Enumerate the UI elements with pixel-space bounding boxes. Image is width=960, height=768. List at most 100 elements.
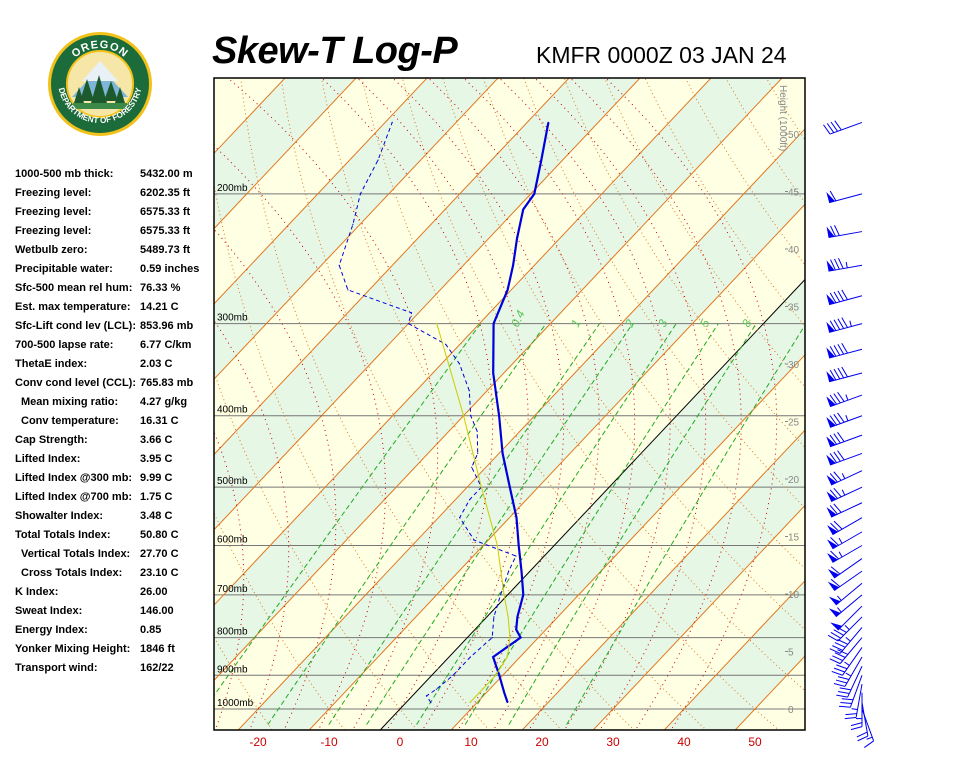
mixing-ratio-label: 0.4 (508, 308, 528, 329)
index-value: 5432.00 m (140, 168, 193, 180)
wind-barb-half-feather (845, 394, 849, 401)
wind-barb-pennant (826, 226, 835, 238)
index-label: Freezing level: (15, 206, 92, 218)
index-value: 765.83 mb (140, 377, 194, 389)
index-label: Cap Strength: (15, 434, 88, 446)
dewpoint-point (435, 688, 437, 690)
wind-barb (838, 675, 863, 708)
wind-barb-half-feather (845, 415, 849, 422)
height-tick-label: 5 (788, 648, 794, 659)
wind-barb-pennant (826, 293, 835, 305)
index-label: Mean mixing ratio: (21, 396, 119, 408)
wind-barb-staff (829, 415, 863, 428)
index-label: Lifted Index @700 mb: (15, 491, 133, 503)
temperature-point (507, 701, 509, 704)
isotherm-line (450, 354, 805, 730)
wind-barb-feather (841, 289, 848, 300)
dewpoint-point (473, 539, 475, 541)
wind-barb-staff (832, 517, 863, 536)
wind-barb-pennant (827, 569, 840, 579)
wind-barb-feather (833, 487, 842, 498)
wind-barb-feather (833, 345, 841, 356)
wind-barb-half-feather (844, 625, 850, 631)
dry-adiabat (214, 370, 418, 730)
wind-barb-half-feather (838, 551, 843, 558)
wind-barb-feather (830, 550, 839, 560)
dry-adiabat (240, 78, 563, 730)
temperature-point (516, 616, 519, 618)
wind-barb-staff (828, 264, 863, 272)
wind-barb (826, 289, 863, 306)
index-label: K Index: (15, 586, 59, 598)
dewpoint-point (470, 415, 472, 417)
wind-barb-feather (837, 258, 844, 269)
temperature-tick-label: 10 (464, 735, 478, 749)
wind-barb-feather (836, 664, 848, 670)
wind-barb-feather (850, 726, 863, 731)
wind-barb-feather (832, 645, 843, 651)
wind-barb-feather (839, 687, 852, 691)
temperature-point (492, 372, 494, 374)
wind-barb-feather (837, 676, 850, 680)
isotherm-line (214, 78, 428, 305)
wind-barb-feather (829, 320, 837, 331)
index-label: Yonker Mixing Height: (15, 643, 131, 655)
parcel-point (463, 415, 465, 417)
height-tick-label: 25 (788, 418, 800, 429)
wind-barb-feather (857, 735, 869, 742)
isotherm-band (0, 68, 10, 736)
wind-barb-feather (829, 394, 838, 405)
wind-barb-staff (829, 121, 863, 135)
index-value: 2.03 C (140, 358, 173, 370)
wind-barb (836, 666, 863, 698)
height-tick-label: 50 (788, 130, 800, 141)
dewpoint-point (459, 517, 461, 519)
index-label: Cross Totals Index: (21, 567, 123, 579)
wind-barb (831, 647, 863, 676)
temperature-point (509, 486, 511, 488)
index-label: 1000-500 mb thick: (15, 168, 114, 180)
isotherm-line (214, 78, 499, 380)
wind-barb-feather (823, 124, 831, 135)
height-tick-label: 20 (788, 475, 800, 486)
wind-barb-feather (841, 343, 848, 354)
isotherm-band (214, 78, 805, 730)
wind-barb-feather (837, 432, 845, 442)
wind-barb-feather (833, 319, 841, 330)
dry-adiabat (321, 78, 708, 730)
temperature-point (515, 628, 517, 631)
index-value: 853.96 mb (140, 320, 194, 332)
index-label: Total Totals Index: (15, 529, 111, 541)
wind-barb-feather (832, 655, 843, 662)
dewpoint-point (500, 594, 502, 596)
temperature-point (507, 289, 509, 291)
wind-barb-half-feather (849, 320, 852, 327)
wind-barb (826, 391, 863, 408)
temperature-tick-label: 30 (606, 735, 620, 749)
pressure-label: 600mb (217, 534, 248, 545)
wind-barb-feather (833, 683, 846, 687)
wind-barb-staff (844, 656, 863, 687)
wind-barb-staff (830, 486, 863, 502)
dewpoint-point (508, 570, 510, 572)
index-value: 4.27 g/kg (140, 396, 188, 408)
wind-barb-pennant (826, 192, 835, 203)
dewpoint-point (352, 223, 354, 225)
height-tick-label: 40 (788, 245, 800, 256)
temperature-point (518, 544, 520, 547)
wind-barb-feather (833, 451, 841, 462)
wind-barb-feather (841, 698, 854, 701)
wind-barb (827, 616, 863, 642)
temperature-point (520, 637, 522, 639)
isotherm-line (214, 78, 570, 456)
wind-barb-staff (849, 675, 863, 708)
plot-frame (213, 77, 806, 731)
index-value: 0.85 (140, 624, 162, 636)
wind-barb-feather (826, 123, 835, 133)
wind-barb (827, 558, 863, 579)
wind-barb-half-feather (845, 672, 852, 677)
height-tick-label: 45 (788, 188, 800, 199)
isotherm-line (663, 579, 805, 730)
temperature-point (522, 208, 524, 211)
dewpoint-point (338, 264, 340, 266)
